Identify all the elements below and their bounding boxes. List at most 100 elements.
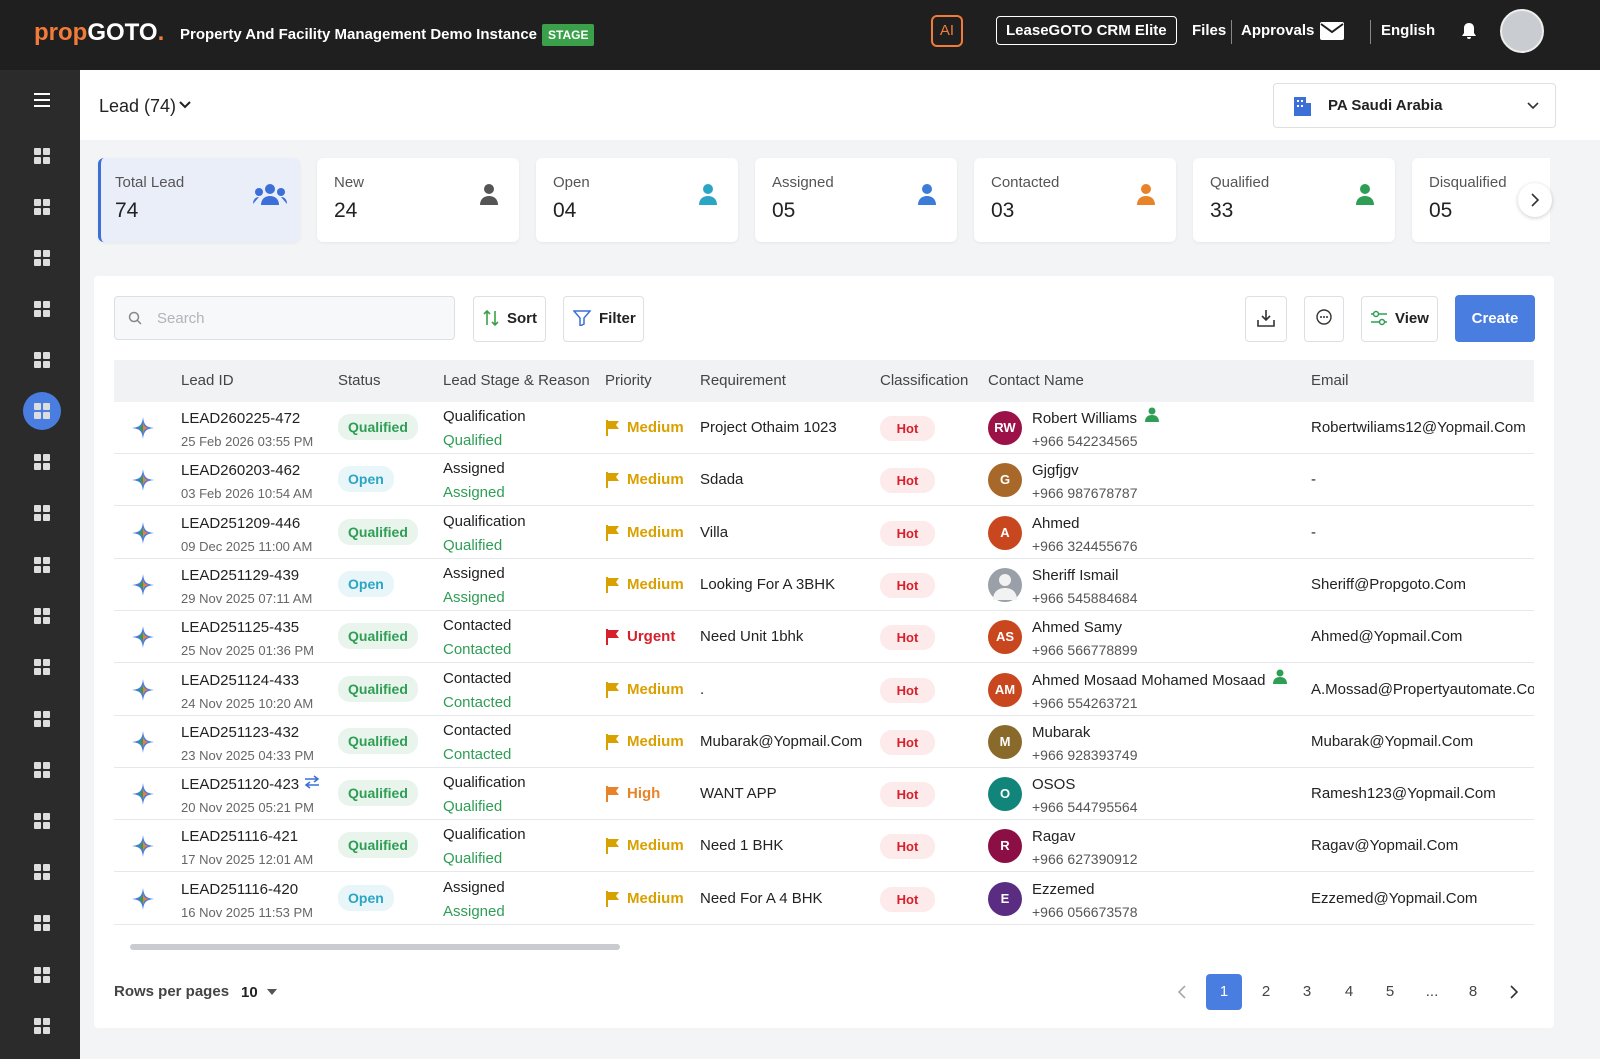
lead-date: 25 Feb 2026 03:55 PM bbox=[181, 434, 313, 449]
page-button[interactable]: 4 bbox=[1331, 974, 1367, 1010]
contact-phone: +966 056673578 bbox=[1032, 904, 1138, 920]
contact-phone: +966 987678787 bbox=[1032, 485, 1138, 501]
status-pill: Qualified bbox=[338, 832, 418, 858]
rows-label: Rows per pages bbox=[114, 983, 229, 1000]
create-button[interactable]: Create bbox=[1455, 295, 1535, 342]
classification-pill: Hot bbox=[880, 625, 935, 650]
lead-stage: Qualification bbox=[443, 826, 526, 843]
row-divider bbox=[114, 662, 1534, 663]
status-pill: Qualified bbox=[338, 728, 418, 754]
approvals-link[interactable]: Approvals bbox=[1241, 22, 1314, 39]
sort-label: Sort bbox=[507, 310, 537, 327]
contact-name: Mubarak bbox=[1032, 724, 1090, 741]
language[interactable]: English bbox=[1381, 22, 1435, 39]
contact-avatar: R bbox=[988, 829, 1022, 863]
card-value: 24 bbox=[334, 199, 357, 223]
row-divider bbox=[114, 819, 1534, 820]
contact-icon bbox=[1273, 669, 1287, 690]
contact-phone: +966 542234565 bbox=[1032, 433, 1138, 449]
lead-id: LEAD251123-432 bbox=[181, 724, 299, 741]
lead-id: LEAD251209-446 bbox=[181, 515, 300, 532]
rows-value[interactable]: 10 bbox=[241, 984, 258, 1001]
contact-avatar: RW bbox=[988, 411, 1022, 445]
cards-cover bbox=[1550, 150, 1600, 250]
requirement: Looking For A 3BHK bbox=[700, 576, 835, 593]
contact-phone: +966 545884684 bbox=[1032, 590, 1138, 606]
row-divider bbox=[114, 715, 1534, 716]
user-avatar[interactable] bbox=[1500, 9, 1544, 53]
ai-sparkle bbox=[131, 625, 155, 654]
ai-button[interactable]: AI bbox=[931, 15, 963, 47]
next-page[interactable] bbox=[1508, 984, 1520, 1000]
sidebar-icon bbox=[34, 403, 50, 424]
lead-stage: Assigned bbox=[443, 460, 505, 477]
files-link[interactable]: Files bbox=[1192, 22, 1226, 39]
classification-pill: Hot bbox=[880, 887, 935, 912]
page-title[interactable]: Lead (74) bbox=[99, 96, 176, 117]
lead-stage: Contacted bbox=[443, 617, 511, 634]
page-button[interactable]: 2 bbox=[1248, 974, 1284, 1010]
card-icon bbox=[910, 183, 944, 212]
priority: Medium bbox=[627, 890, 684, 907]
logo[interactable]: propGOTO. bbox=[34, 19, 164, 47]
sidebar-icon bbox=[34, 1018, 50, 1039]
lead-date: 16 Nov 2025 11:53 PM bbox=[181, 905, 313, 920]
logo-part: prop bbox=[34, 19, 87, 46]
column-header: Classification bbox=[880, 372, 968, 389]
bell-icon[interactable] bbox=[1461, 22, 1477, 40]
contact-phone: +966 554263721 bbox=[1032, 695, 1138, 711]
page-button[interactable]: 5 bbox=[1372, 974, 1408, 1010]
scrollbar[interactable] bbox=[130, 944, 620, 950]
card-value: 04 bbox=[553, 199, 576, 223]
status-pill: Qualified bbox=[338, 780, 418, 806]
lead-date: 25 Nov 2025 01:36 PM bbox=[181, 643, 314, 658]
page-button[interactable]: 1 bbox=[1206, 974, 1242, 1010]
lead-reason: Contacted bbox=[443, 746, 511, 763]
divider bbox=[1370, 20, 1371, 44]
search-placeholder: Search bbox=[157, 310, 205, 327]
sidebar-icon bbox=[34, 505, 50, 526]
status-pill: Qualified bbox=[338, 676, 418, 702]
priority: Medium bbox=[627, 681, 684, 698]
contact-name: Ahmed bbox=[1032, 515, 1080, 532]
page-button[interactable]: 8 bbox=[1455, 974, 1491, 1010]
priority-flag bbox=[605, 681, 621, 704]
filter-icon bbox=[573, 310, 591, 326]
priority-flag bbox=[605, 733, 621, 756]
lead-stage: Qualification bbox=[443, 513, 526, 530]
product-button[interactable]: LeaseGOTO CRM Elite bbox=[996, 16, 1177, 45]
lead-id: LEAD251116-421 bbox=[181, 828, 298, 845]
card-label: Total Lead bbox=[115, 174, 184, 191]
requirement: Need For A 4 BHK bbox=[700, 890, 823, 907]
chevron bbox=[1530, 192, 1540, 213]
column-header: Lead Stage & Reason bbox=[443, 372, 590, 389]
page-button[interactable]: ... bbox=[1414, 974, 1450, 1010]
lead-id: LEAD251124-433 bbox=[181, 672, 299, 689]
sidebar-icon bbox=[34, 915, 50, 936]
card-label: Qualified bbox=[1210, 174, 1269, 191]
row-divider bbox=[114, 505, 1534, 506]
priority: Medium bbox=[627, 524, 684, 541]
classification-pill: Hot bbox=[880, 468, 935, 493]
classification-pill: Hot bbox=[880, 834, 935, 859]
sidebar-icon bbox=[34, 813, 50, 834]
prev-page[interactable] bbox=[1176, 984, 1188, 1000]
card-label: Open bbox=[553, 174, 590, 191]
page-button[interactable]: 3 bbox=[1289, 974, 1325, 1010]
mail-icon[interactable] bbox=[1320, 22, 1344, 40]
property-name: PA Saudi Arabia bbox=[1328, 97, 1442, 114]
requirement: Sdada bbox=[700, 471, 743, 488]
lead-id: LEAD260225-472 bbox=[181, 410, 300, 427]
classification-pill: Hot bbox=[880, 416, 935, 441]
lead-reason: Assigned bbox=[443, 484, 505, 501]
instance-name: Property And Facility Management Demo In… bbox=[180, 26, 537, 43]
priority: Urgent bbox=[627, 628, 675, 645]
lead-reason: Assigned bbox=[443, 903, 505, 920]
contact-avatar: AM bbox=[988, 673, 1022, 707]
table-body: LEAD260225-472 25 Feb 2026 03:55 PM Qualif… bbox=[114, 402, 1534, 926]
contact-phone: +966 627390912 bbox=[1032, 851, 1138, 867]
lead-date: 24 Nov 2025 10:20 AM bbox=[181, 696, 313, 711]
card-value: 05 bbox=[1429, 199, 1452, 223]
status-pill: Qualified bbox=[338, 623, 418, 649]
